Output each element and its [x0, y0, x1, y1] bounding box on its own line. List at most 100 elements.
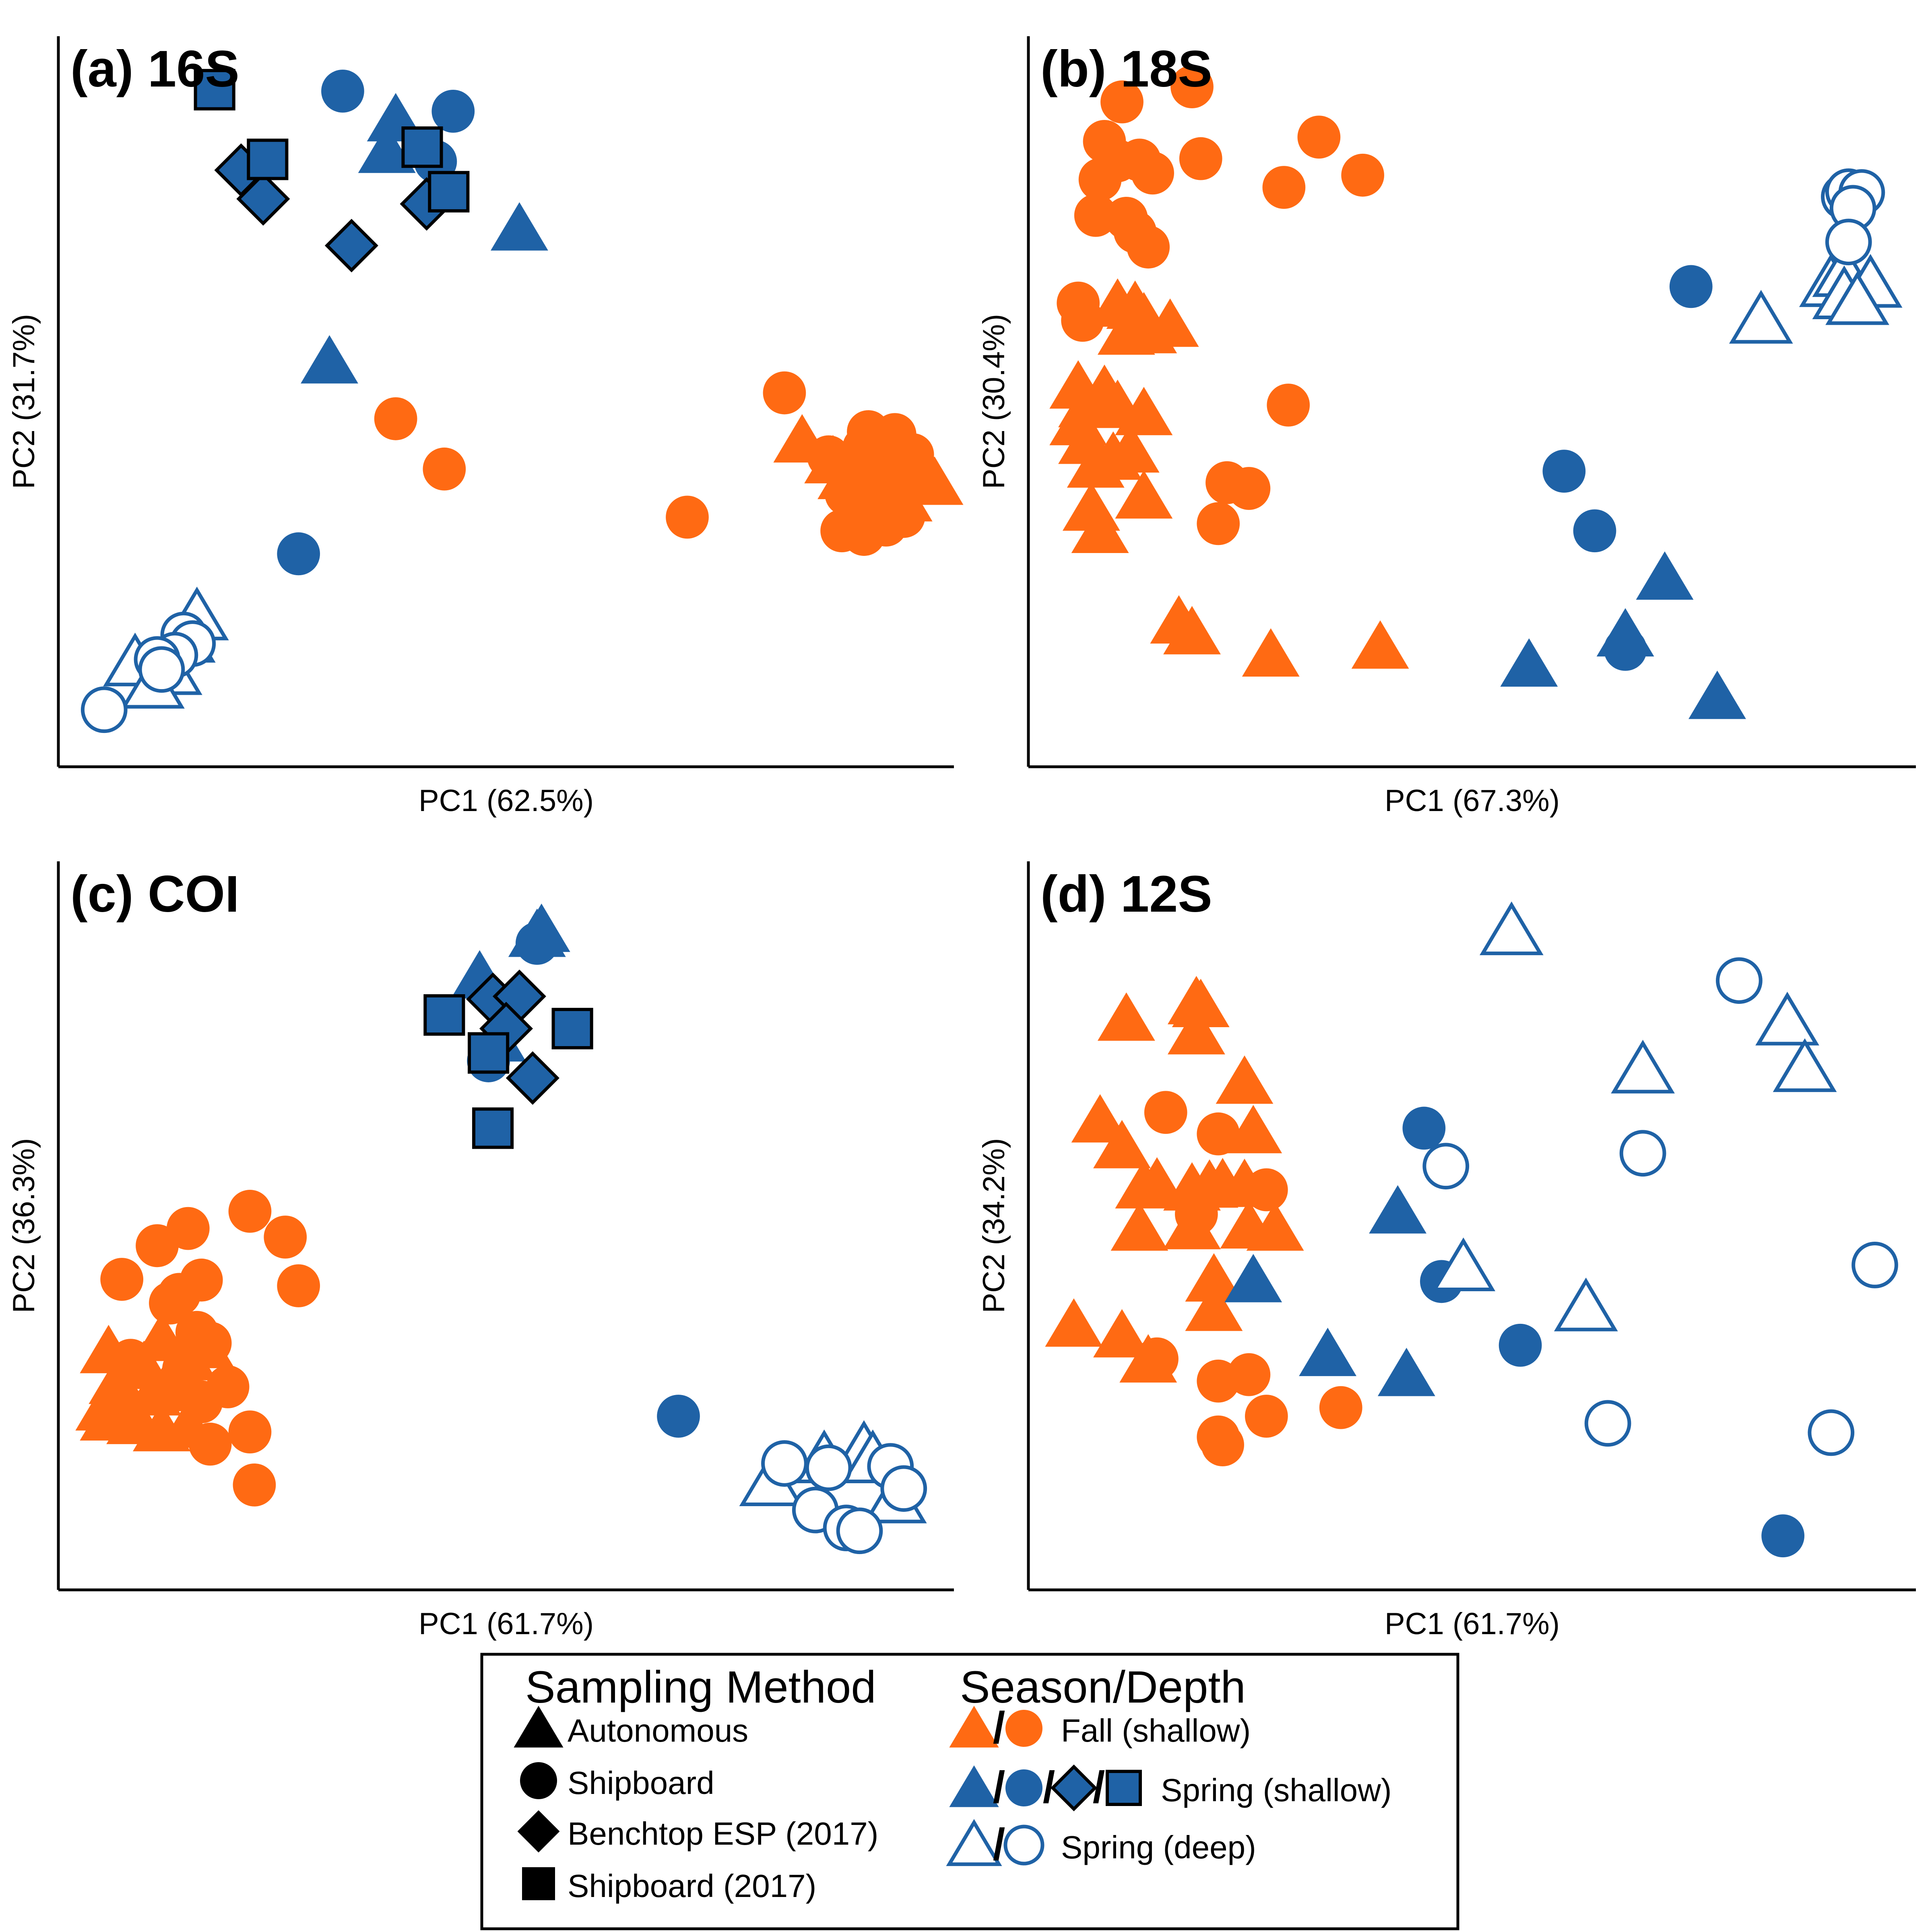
data-point	[1067, 439, 1125, 488]
data-point	[1584, 1400, 1631, 1447]
data-point	[657, 1395, 700, 1438]
data-point	[1071, 504, 1129, 553]
data-point	[401, 126, 443, 168]
data-point	[1729, 290, 1793, 344]
data-point	[301, 335, 358, 384]
data-point	[1093, 1120, 1151, 1168]
data-point	[423, 994, 465, 1036]
legend-spring_shallow-circle-icon	[1005, 1769, 1042, 1806]
legend-diamond-icon	[517, 1810, 560, 1853]
data-point	[1619, 1130, 1666, 1177]
data-point	[1716, 957, 1763, 1004]
data-point	[1242, 628, 1300, 677]
data-point	[374, 397, 417, 440]
data-point	[1636, 551, 1694, 600]
data-point	[1061, 299, 1104, 342]
data-point	[1246, 1202, 1304, 1251]
data-point	[1262, 166, 1306, 209]
data-point	[1319, 1386, 1362, 1429]
panel-c-coi: (c) COI PC1 (61.7%) PC2 (36.3%)	[7, 861, 954, 1641]
data-point	[1102, 424, 1160, 473]
series-fall-circle	[374, 371, 934, 556]
data-point	[490, 202, 548, 251]
data-point	[1554, 1278, 1618, 1331]
legend-sampling-label: Autonomous	[568, 1713, 748, 1748]
y-axis-label: PC2 (34.2%)	[977, 1138, 1011, 1313]
data-point	[1808, 1409, 1855, 1456]
panel-title: (c) COI	[70, 865, 239, 923]
data-point	[1245, 1395, 1288, 1438]
x-axis-label: PC1 (62.5%)	[419, 784, 594, 818]
data-point	[1604, 627, 1647, 671]
data-point	[233, 1463, 276, 1507]
data-point	[162, 1347, 205, 1391]
series-spring_deep-circle	[1821, 168, 1885, 266]
series-fall-circle	[1135, 1091, 1362, 1467]
data-point	[515, 922, 559, 965]
legend-sampling-label: Benchtop ESP (2017)	[568, 1816, 878, 1852]
series-fall-circle	[1057, 65, 1384, 545]
data-point	[666, 495, 709, 539]
panel-d-12s: (d) 12S PC1 (61.7%) PC2 (34.2%)	[977, 861, 1916, 1641]
data-point	[1369, 1185, 1427, 1234]
data-point	[1093, 1309, 1151, 1358]
legend-separator: /	[993, 1763, 1005, 1812]
data-point	[136, 1224, 179, 1267]
legend-sampling-title: Sampling Method	[525, 1662, 876, 1712]
series-spring_deep-circle	[80, 611, 216, 733]
data-point	[1245, 1168, 1288, 1212]
legend-spring_shallow-square-icon	[1106, 1770, 1142, 1806]
legend-season-items: / Fall (shallow)// / Spring (shallow)/Sprin…	[946, 1703, 1392, 1869]
x-axis-label: PC1 (61.7%)	[419, 1607, 594, 1641]
data-point	[431, 89, 475, 133]
legend-separator: /	[1093, 1763, 1105, 1812]
data-point	[109, 1339, 152, 1382]
data-point	[80, 686, 128, 733]
data-point	[1542, 450, 1586, 493]
legend-sampling-items: Autonomous Shipboard Benchtop ESP (2017) Sh…	[514, 1706, 878, 1904]
legend-fall-triangle-icon	[949, 1706, 999, 1748]
data-point	[1402, 1106, 1446, 1150]
series-spring_shallow-circle	[1542, 265, 1713, 671]
data-point	[468, 1032, 510, 1074]
panel-b-18s: (b) 18S PC1 (67.3%) PC2 (30.4%)	[977, 36, 1916, 818]
data-point	[236, 172, 290, 226]
data-point	[277, 532, 320, 576]
data-point	[1227, 1353, 1271, 1396]
data-point	[880, 1465, 927, 1512]
data-point	[551, 1007, 593, 1050]
data-point	[1170, 65, 1214, 109]
y-axis-label: PC2 (31.7%)	[7, 314, 41, 489]
data-point	[1144, 1091, 1187, 1134]
data-point	[763, 371, 806, 415]
data-point	[1351, 620, 1409, 669]
data-point	[1761, 1514, 1804, 1558]
legend-spring_deep-triangle-icon	[946, 1819, 1002, 1866]
data-point	[1773, 1038, 1837, 1092]
y-axis-label: PC2 (30.4%)	[977, 314, 1011, 489]
data-point	[264, 1216, 307, 1259]
data-point	[1185, 1282, 1243, 1331]
data-point	[1852, 1242, 1898, 1288]
data-point	[138, 646, 185, 693]
series-spring_shallow-square	[194, 69, 470, 213]
legend-spring_shallow-triangle-icon	[949, 1765, 999, 1807]
x-axis-label: PC1 (61.7%)	[1385, 1607, 1560, 1641]
data-point	[1172, 978, 1230, 1027]
data-point	[1097, 992, 1155, 1041]
data-point	[847, 410, 890, 453]
panels: (a) 16S PC1 (62.5%) PC2 (31.7%) (b) 18S PC1 …	[7, 36, 1916, 1641]
data-point	[1201, 1423, 1244, 1467]
panel-title: (d) 12S	[1040, 865, 1212, 923]
series-spring_shallow-triangle	[1224, 1185, 1435, 1396]
data-point	[1297, 116, 1341, 159]
data-point	[1175, 1193, 1218, 1236]
series-spring_shallow-square	[423, 994, 593, 1149]
legend-separator: /	[993, 1820, 1005, 1869]
legend-spring_deep-circle-icon	[1003, 1825, 1044, 1866]
data-point	[1197, 502, 1240, 545]
data-point	[1167, 1006, 1225, 1055]
data-point	[1100, 80, 1144, 124]
data-point	[228, 1410, 272, 1453]
legend-sampling-label: Shipboard	[568, 1765, 714, 1801]
